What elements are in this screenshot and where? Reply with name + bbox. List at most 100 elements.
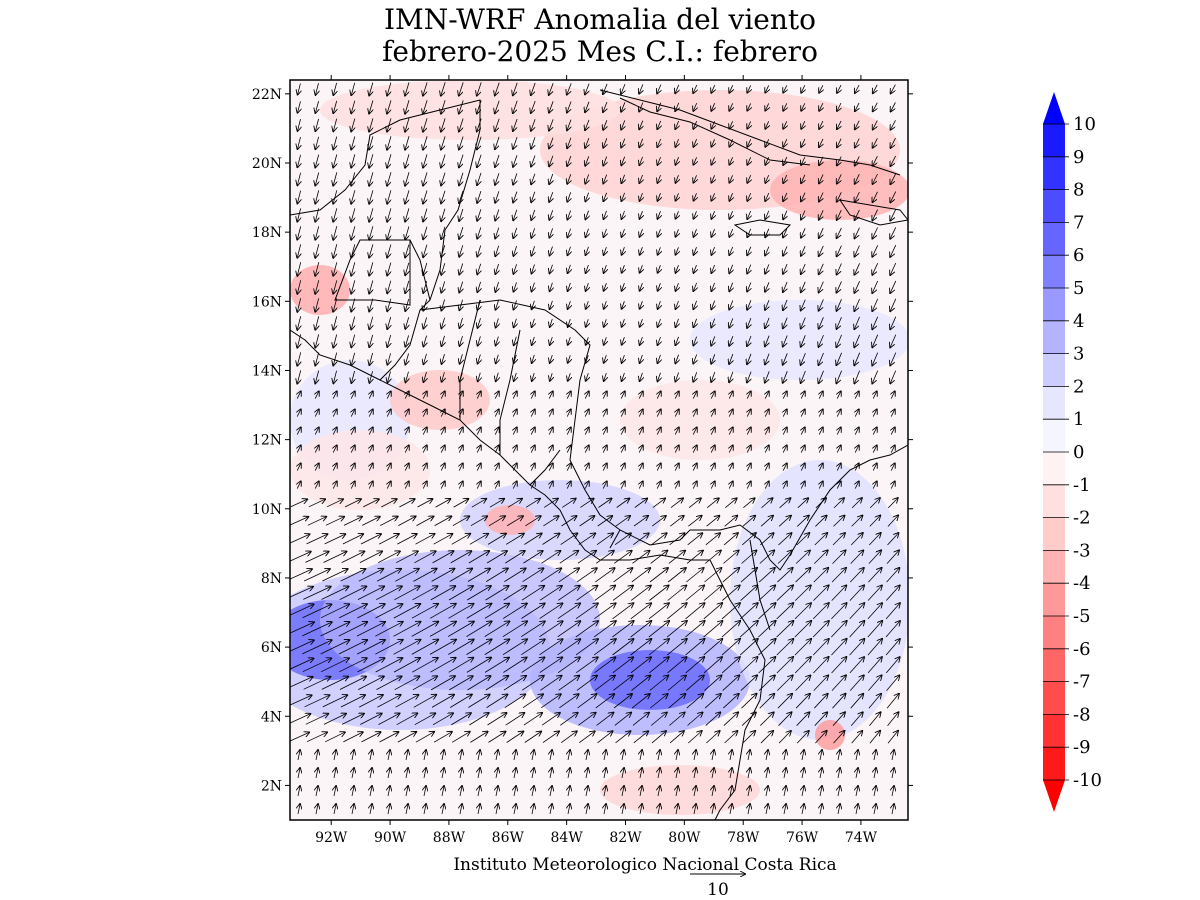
wind-vector (550, 354, 553, 363)
wind-vector (747, 391, 751, 399)
wind-vector (315, 481, 319, 489)
wind-vector (801, 335, 806, 346)
wind-vector (504, 568, 525, 582)
wind-vector (298, 136, 301, 149)
wind-vector (760, 533, 773, 546)
wind-vector (586, 301, 589, 309)
wind-vector (387, 118, 392, 131)
wind-vector (513, 427, 517, 435)
wind-vector (315, 100, 318, 113)
wind-vector (369, 481, 373, 489)
wind-vector (795, 551, 810, 564)
wind-vector (567, 174, 571, 184)
wind-vector (558, 568, 579, 583)
colorbar-label: -5 (1073, 606, 1091, 627)
wind-vector (495, 391, 499, 399)
wind-vector (567, 137, 571, 148)
wind-vector (441, 427, 445, 435)
wind-vector (747, 157, 750, 164)
wind-vector (711, 371, 715, 382)
wind-vector (711, 85, 714, 93)
map-title-line2: febrero-2025 Mes C.I.: febrero (382, 35, 818, 68)
wind-vector (514, 318, 517, 328)
wind-vector (633, 533, 648, 546)
colorbar-bottom-arrow (1043, 780, 1065, 812)
wind-vector (891, 120, 896, 129)
wind-vector (567, 155, 571, 166)
wind-vector (550, 264, 553, 274)
wind-vector (514, 372, 517, 381)
wind-vector (441, 481, 445, 489)
wind-vector (477, 263, 480, 275)
wind-vector (495, 245, 498, 256)
wind-vector (837, 299, 842, 311)
wind-vector (549, 463, 553, 471)
wind-vector (765, 391, 769, 399)
wind-vector (405, 335, 408, 346)
wind-vector (423, 208, 427, 222)
wind-vector (887, 533, 899, 546)
wind-vector (567, 228, 570, 238)
wind-vector (765, 427, 769, 435)
wind-vector (585, 463, 589, 471)
wind-vector (405, 463, 409, 471)
lat-label: 6N (261, 640, 282, 656)
wind-vector (640, 354, 643, 363)
wind-vector (657, 174, 660, 183)
wind-vector (675, 372, 678, 382)
wind-vector (693, 463, 697, 471)
wind-vector (747, 317, 751, 328)
wind-vector (351, 226, 355, 239)
wind-vector (890, 280, 897, 293)
wind-vector (675, 445, 679, 453)
wind-vector (765, 246, 769, 256)
wind-vector (819, 281, 824, 293)
wind-vector (783, 281, 787, 292)
wind-vector (676, 229, 679, 236)
colorbar-swatch (1043, 288, 1065, 321)
wind-vector (477, 118, 482, 132)
wind-vector (729, 481, 733, 489)
wind-vector (891, 137, 896, 148)
wind-vector (333, 190, 337, 203)
wind-vector (891, 463, 895, 471)
wind-vector (406, 371, 409, 383)
wind-vector (783, 299, 787, 310)
wind-vector (495, 481, 499, 489)
wind-vector (668, 551, 685, 564)
wind-vector (711, 445, 715, 453)
wind-vector (783, 353, 788, 364)
wind-vector (747, 427, 751, 435)
wind-vector (729, 463, 733, 471)
wind-vector (765, 463, 769, 471)
wind-vector (549, 191, 553, 202)
wind-vector (693, 175, 696, 182)
wind-vector (783, 463, 787, 471)
wind-vector (621, 481, 625, 489)
wind-vector (819, 445, 823, 453)
wind-vector (729, 391, 733, 399)
wind-vector (513, 481, 517, 489)
wind-vector (783, 228, 787, 238)
wind-vector (837, 138, 841, 148)
wind-vector (441, 154, 446, 168)
wind-vector (621, 391, 625, 399)
wind-vector (597, 516, 612, 527)
wind-vector (567, 83, 572, 94)
wind-vector (621, 120, 625, 129)
wind-vector (567, 481, 571, 489)
wind-vector (459, 190, 463, 203)
wind-vector (639, 481, 643, 489)
wind-vector (387, 463, 391, 471)
wind-vector (837, 281, 842, 292)
wind-vector (423, 154, 428, 167)
colorbar-swatch (1043, 386, 1065, 420)
wind-vector (351, 370, 354, 383)
wind-vector (747, 481, 751, 489)
wind-vector (765, 371, 770, 382)
wind-vector (837, 427, 841, 435)
colorbar-label: 8 (1073, 180, 1084, 201)
wind-vector (854, 316, 860, 329)
wind-vector (513, 173, 517, 184)
